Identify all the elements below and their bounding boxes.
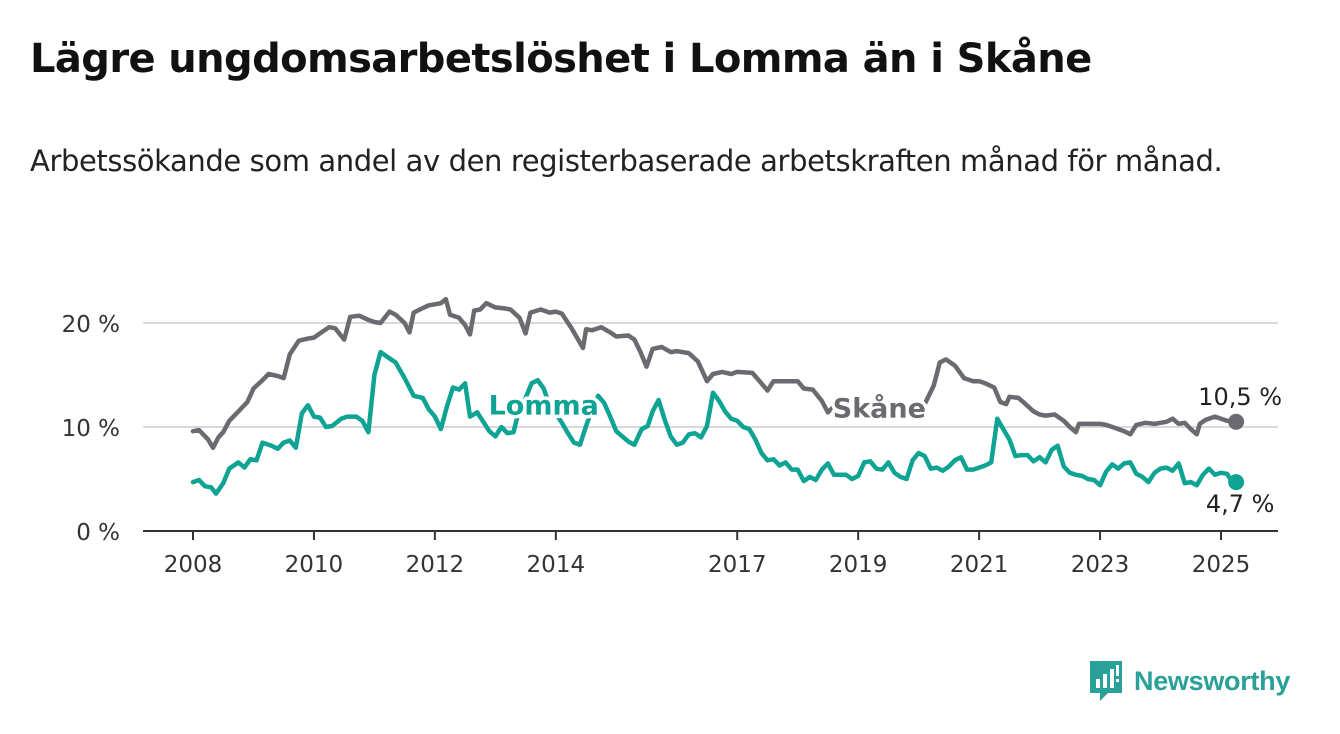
series-line-skane bbox=[190, 296, 1239, 451]
x-tick-label: 2021 bbox=[950, 552, 1009, 578]
y-tick-label: 0 % bbox=[76, 520, 120, 546]
x-tick-label: 2014 bbox=[527, 552, 586, 578]
x-tick-label: 2023 bbox=[1071, 552, 1130, 578]
x-tick-label: 2019 bbox=[829, 552, 888, 578]
x-tick-label: 2010 bbox=[285, 552, 344, 578]
end-point-skane bbox=[1228, 413, 1245, 430]
x-tick-label: 2012 bbox=[406, 552, 465, 578]
end-value-label-skane: 10,5 % bbox=[1198, 383, 1282, 411]
brand-name: Newsworthy bbox=[1134, 665, 1291, 696]
y-tick-label: 20 % bbox=[62, 312, 120, 338]
chart-subtitle: Arbetssökande som andel av den registerb… bbox=[30, 144, 1223, 178]
end-value-label-lomma: 4,7 % bbox=[1206, 490, 1275, 518]
y-axis-tick-labels: 0 % 10 % 20 % bbox=[62, 312, 120, 546]
end-point-lomma bbox=[1228, 474, 1245, 491]
x-tick-label: 2008 bbox=[164, 552, 223, 578]
x-tick-label: 2025 bbox=[1192, 552, 1251, 578]
series-line-lomma bbox=[190, 349, 1239, 496]
chart-title: Lägre ungdomsarbetslöshet i Lomma än i S… bbox=[30, 36, 1092, 82]
series-labels: 10,5 % 4,7 % Lomma Skåne bbox=[485, 383, 1282, 518]
newsworthy-logo-icon bbox=[1090, 661, 1122, 701]
series-lines bbox=[190, 296, 1245, 496]
x-axis-ticks: 2008 2010 2012 2014 2017 2019 2021 2023 2025 bbox=[143, 530, 1278, 578]
newsworthy-logo: Newsworthy bbox=[1088, 659, 1290, 703]
series-label-skane: Skåne bbox=[833, 393, 926, 425]
x-tick-label: 2017 bbox=[708, 552, 767, 578]
y-tick-label: 10 % bbox=[62, 416, 120, 442]
series-label-lomma: Lomma bbox=[489, 391, 599, 422]
